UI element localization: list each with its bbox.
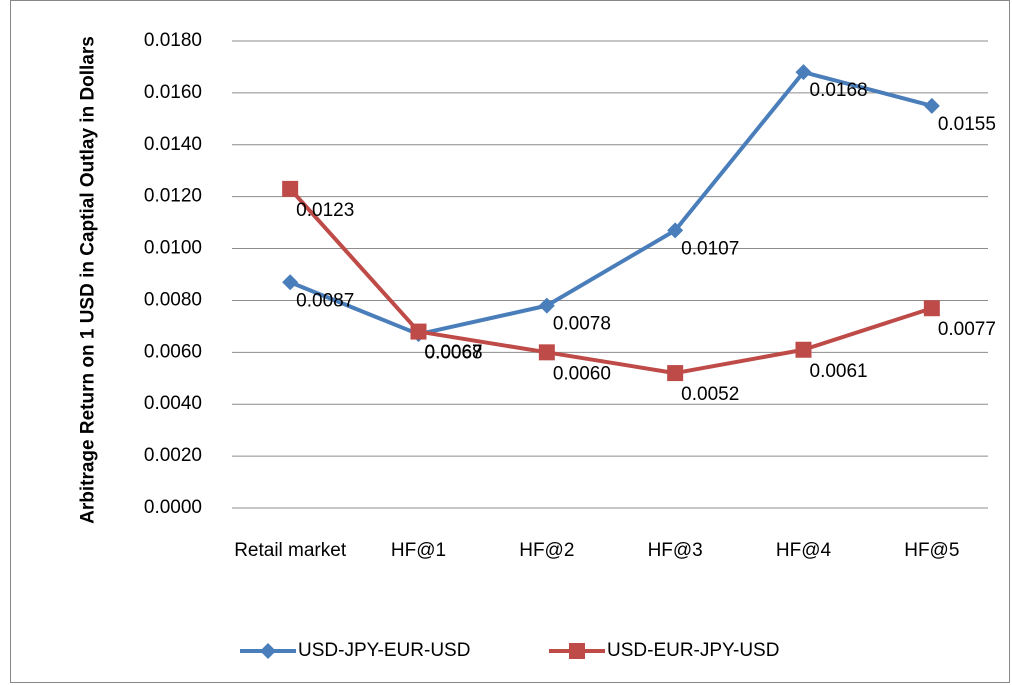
x-tick-label: HF@1 — [390, 540, 447, 561]
data-label: 0.0078 — [553, 314, 611, 335]
x-tick-label: HF@4 — [775, 540, 832, 561]
legend-label: USD-EUR-JPY-USD — [607, 640, 779, 661]
series-marker — [282, 274, 299, 291]
x-tick-label: HF@3 — [647, 540, 703, 561]
y-tick-label: 0.0040 — [144, 393, 202, 414]
data-label: 0.0155 — [938, 114, 996, 135]
legend-marker — [260, 643, 276, 659]
data-label: 0.0077 — [938, 319, 996, 340]
data-label: 0.0168 — [810, 80, 868, 101]
series-marker — [410, 323, 427, 340]
legend-label: USD-JPY-EUR-USD — [298, 640, 470, 661]
y-tick-label: 0.0160 — [144, 82, 202, 103]
data-label: 0.0061 — [810, 361, 868, 382]
legend-marker — [569, 643, 585, 659]
y-tick-label: 0.0120 — [144, 186, 202, 207]
series-marker — [538, 297, 555, 314]
data-label: 0.0107 — [681, 238, 739, 259]
series-marker — [795, 64, 812, 81]
data-label: 0.0068 — [425, 343, 483, 364]
y-tick-label: 0.0180 — [144, 30, 202, 51]
data-label: 0.0052 — [681, 384, 739, 405]
series-marker — [667, 365, 684, 382]
y-tick-label: 0.0020 — [144, 445, 202, 466]
y-tick-label: 0.0140 — [144, 134, 202, 155]
series-marker — [923, 300, 940, 317]
series-line — [289, 70, 933, 337]
x-tick-label: HF@5 — [904, 540, 960, 561]
data-label: 0.0067 — [425, 342, 483, 363]
series-marker — [538, 344, 555, 361]
series-marker — [282, 180, 299, 197]
x-tick-label: Retail market — [234, 540, 347, 561]
data-label: 0.0060 — [553, 363, 611, 384]
x-tick-label: HF@2 — [519, 540, 575, 561]
data-label: 0.0123 — [296, 200, 354, 221]
series-marker — [795, 341, 812, 358]
y-tick-label: 0.0000 — [144, 497, 202, 518]
series-line — [288, 187, 933, 376]
y-tick-label: 0.0080 — [144, 289, 202, 310]
data-label: 0.0087 — [296, 290, 354, 311]
y-tick-label: 0.0100 — [144, 238, 202, 259]
y-tick-label: 0.0060 — [144, 341, 202, 362]
y-axis-title: Arbitrage Return on 1 USD in Captial Out… — [77, 36, 99, 524]
chart-frame — [10, 0, 1010, 683]
series-marker — [667, 222, 684, 239]
series-marker — [923, 97, 940, 114]
